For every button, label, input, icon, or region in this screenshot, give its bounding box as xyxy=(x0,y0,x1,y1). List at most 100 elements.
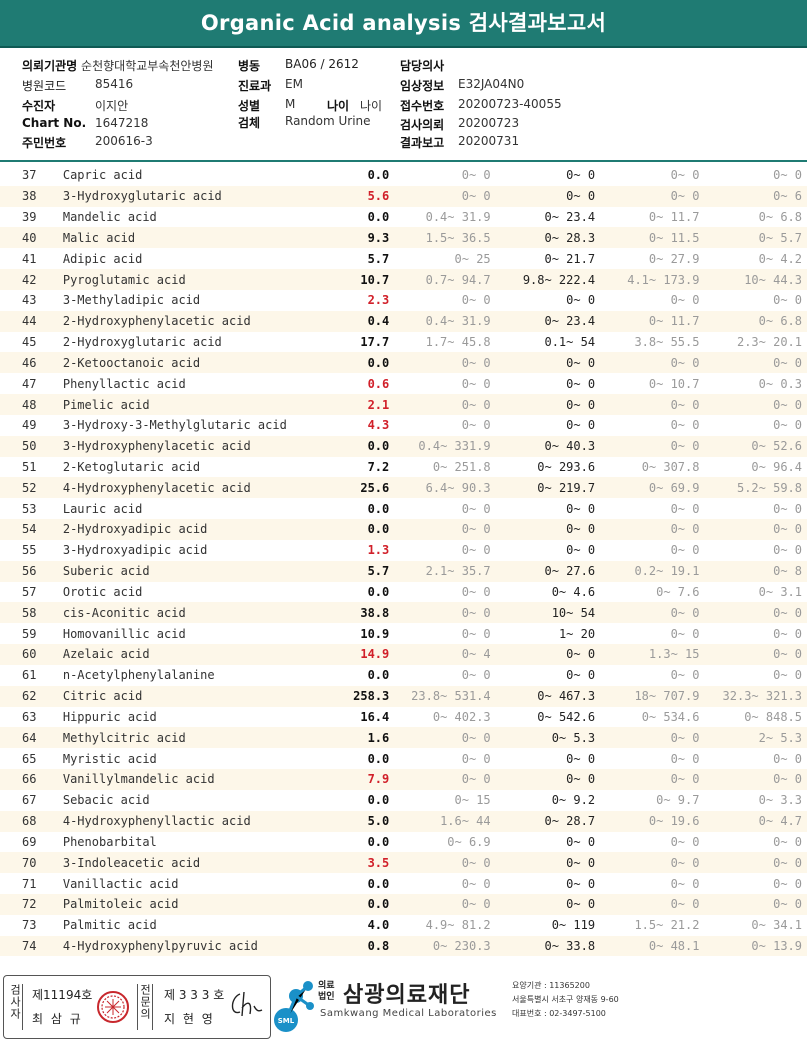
result-value: 0.0 xyxy=(367,584,390,599)
reference-range-4: 0~ 0 xyxy=(699,852,807,874)
analyte-name: Orotic acid xyxy=(62,584,143,599)
reference-range-1: 6.4~ 90.3 xyxy=(389,477,491,499)
reference-range-2: 0~ 542.6 xyxy=(537,709,596,724)
analyte-name: Pimelic acid xyxy=(62,394,337,415)
request-label: 검사의뢰 xyxy=(400,118,445,132)
table-row: 66 Vanillylmandelic acid 7.9 0~ 0 0~ 0 0~ 0 0~… xyxy=(0,769,807,790)
reference-range-4: 0~ 96.4 xyxy=(751,460,802,474)
reference-range-4: 0~ 0 xyxy=(773,876,802,891)
reference-range-3: 0~ 69.9 xyxy=(595,477,700,499)
result-value: 38.8 xyxy=(336,602,390,624)
row-number: 69 xyxy=(22,834,37,849)
reference-range-4: 0~ 4.2 xyxy=(758,251,802,266)
reference-range-2: 0~ 23.4 xyxy=(544,210,596,225)
analyte-name: Methylcitric acid xyxy=(62,727,337,749)
reference-range-2: 0~ 293.6 xyxy=(537,460,596,474)
result-value: 0.0 xyxy=(367,793,390,808)
reference-range-4: 0~ 0 xyxy=(699,352,807,374)
row-number: 58 xyxy=(0,602,63,624)
reference-range-4: 0~ 0 xyxy=(699,769,807,790)
result-value: 10.7 xyxy=(336,269,390,290)
result-value: 0.0 xyxy=(367,834,390,849)
reference-range-3: 0~ 534.6 xyxy=(641,709,700,724)
signature-icon xyxy=(231,991,263,1017)
row-number: 41 xyxy=(22,251,37,266)
result-value: 5.6 xyxy=(336,185,390,207)
report-header: 의뢰기관명 순천향대학교부속천안병원 병동 BA06 / 2612 담당의사 병… xyxy=(0,48,807,162)
sml-logo-text: SML xyxy=(278,1017,295,1025)
result-value: 4.3 xyxy=(367,418,390,433)
table-row: 67 Sebacic acid 0.0 0~ 15 0~ 9.2 0~ 9.7 0~ 3.3 xyxy=(0,790,807,811)
reference-range-2: 0~ 0 xyxy=(566,834,596,849)
reference-range-3: 0~ 7.6 xyxy=(656,584,700,599)
reference-range-4: 0~ 6.8 xyxy=(699,310,807,332)
reference-range-4: 0~ 3.3 xyxy=(758,793,802,808)
result-value: 0.6 xyxy=(367,376,390,391)
result-value: 4.0 xyxy=(367,918,390,933)
table-row: 50 3-Hydroxyphenylacetic acid 0.0 0.4~ 331.… xyxy=(0,435,807,457)
table-row: 45 2-Hydroxyglutaric acid 17.7 1.7~ 45.8 0.1… xyxy=(0,332,807,353)
results-table: 37 Capric acid 0.0 0~ 0 0~ 0 0~ 0 0~ 0 38 3-Hydr… xyxy=(0,165,807,957)
result-value: 10.9 xyxy=(360,626,390,641)
result-value: 7.9 xyxy=(336,769,390,790)
reference-range-4: 0~ 848.5 xyxy=(744,709,802,724)
specialist-name: 지 현 영 xyxy=(164,1012,215,1026)
reference-range-3: 0~ 27.9 xyxy=(648,251,700,266)
reference-range-1: 0~ 0 xyxy=(389,519,491,540)
request-value: 20200723 xyxy=(458,116,520,130)
specialist-title: 전문의 xyxy=(137,984,153,1030)
reference-range-1: 0~ 0 xyxy=(461,584,491,599)
analyte-name: Palmitic acid xyxy=(62,918,157,933)
reference-range-4: 0~ 6 xyxy=(699,185,807,207)
reference-range-1: 2.1~ 35.7 xyxy=(389,560,491,582)
row-number: 72 xyxy=(0,893,63,915)
reference-range-1: 0~ 4 xyxy=(389,644,491,665)
reference-range-1: 0~ 0 xyxy=(389,352,491,374)
clinical-value: E32JA04N0 xyxy=(458,77,525,91)
report-footer: 검사자 제11194호 최 삼 규 전문의 제 3 3 3 호 지 현 영 SM… xyxy=(0,972,807,1040)
reference-range-4: 0~ 3.1 xyxy=(758,584,802,599)
analyte-name: Phenobarbital xyxy=(62,834,157,849)
org-name: 삼광의료재단 xyxy=(343,983,471,1008)
result-value: 0.0 xyxy=(336,435,390,457)
reference-range-3: 0~ 0 xyxy=(670,168,700,183)
reference-range-2: 0~ 0 xyxy=(566,501,596,516)
result-value: 0.0 xyxy=(367,751,390,766)
row-number: 40 xyxy=(0,227,63,249)
result-value: 3.5 xyxy=(336,852,390,874)
reference-range-2: 0~ 0 xyxy=(490,769,596,790)
table-row: 59 Homovanillic acid 10.9 0~ 0 1~ 20 0~ 0 0~ 0 xyxy=(0,623,807,644)
result-value: 0.0 xyxy=(336,893,390,915)
reference-range-2: 0~ 0 xyxy=(566,668,596,683)
reference-range-2: 0~ 0 xyxy=(566,876,596,891)
reference-range-2: 0~ 28.7 xyxy=(490,810,596,832)
reference-range-1: 0.4~ 331.9 xyxy=(389,435,491,457)
row-number: 66 xyxy=(0,769,63,790)
result-value: 2.1 xyxy=(336,394,390,415)
analyte-name: Homovanillic acid xyxy=(62,626,186,641)
row-number: 44 xyxy=(0,310,63,332)
table-row: 39 Mandelic acid 0.0 0.4~ 31.9 0~ 23.4 0~ 11.… xyxy=(0,207,807,228)
reference-range-3: 0~ 0 xyxy=(595,435,700,457)
reference-range-1: 0~ 0 xyxy=(389,602,491,624)
reference-range-1: 0~ 0 xyxy=(461,876,491,891)
reference-range-2: 0~ 0 xyxy=(490,394,596,415)
table-row: 41 Adipic acid 5.7 0~ 25 0~ 21.7 0~ 27.9 0~ 4.… xyxy=(0,248,807,269)
table-row: 42 Pyroglutamic acid 10.7 0.7~ 94.7 9.8~ 222… xyxy=(0,269,807,290)
row-number: 37 xyxy=(22,168,37,183)
reference-range-3: 0~ 0 xyxy=(670,876,700,891)
age-value: 나이 xyxy=(360,99,383,113)
reference-range-4: 0~ 0 xyxy=(773,668,802,683)
table-row: 70 3-Indoleacetic acid 3.5 0~ 0 0~ 0 0~ 0 0~ 0 xyxy=(0,852,807,874)
result-value: 25.6 xyxy=(336,477,390,499)
reference-range-3: 0~ 0 xyxy=(670,293,700,308)
org-address: 서울특별시 서초구 양재동 9-60 xyxy=(512,995,619,1004)
reference-range-3: 0~ 0 xyxy=(595,852,700,874)
doctor-field: 담당의사 xyxy=(400,59,445,73)
row-number: 60 xyxy=(0,644,63,665)
row-number: 43 xyxy=(22,293,37,308)
title-bar: Organic Acid analysis 검사결과보고서 xyxy=(0,0,807,48)
row-number: 42 xyxy=(0,269,63,290)
table-row: 43 3-Methyladipic acid 2.3 0~ 0 0~ 0 0~ 0 0~ 0 xyxy=(0,290,807,311)
resident-value: 200616-3 xyxy=(95,134,153,148)
